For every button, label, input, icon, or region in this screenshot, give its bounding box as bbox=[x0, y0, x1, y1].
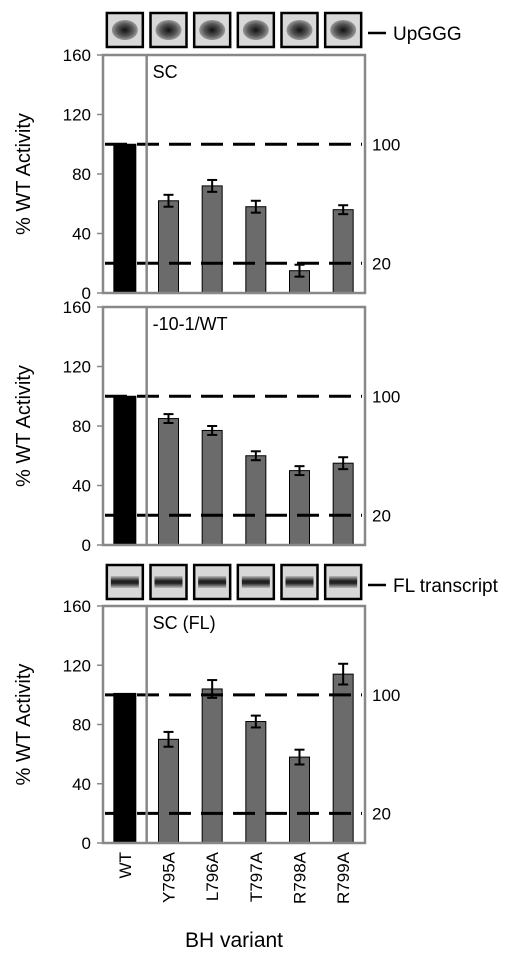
bar bbox=[289, 470, 310, 546]
bar bbox=[201, 688, 223, 844]
reference-line-label: 20 bbox=[372, 804, 391, 823]
x-tick-label: T797A bbox=[247, 851, 266, 902]
bar bbox=[113, 143, 137, 294]
bar bbox=[201, 429, 223, 546]
y-tick-label: 160 bbox=[63, 597, 91, 616]
y-tick-label: 0 bbox=[82, 834, 91, 853]
gel-band bbox=[198, 576, 227, 588]
bar bbox=[201, 185, 223, 294]
reference-line-label: 100 bbox=[372, 387, 400, 406]
x-tick-label: R798A bbox=[291, 851, 310, 904]
plot-frame bbox=[101, 305, 367, 547]
error-bar bbox=[163, 193, 174, 208]
y-tick-label: 120 bbox=[63, 358, 91, 377]
error-bar bbox=[163, 413, 174, 425]
error-bar bbox=[294, 465, 305, 477]
gel-spot bbox=[199, 20, 226, 40]
plot-frame bbox=[101, 53, 367, 295]
reference-line-label: 100 bbox=[372, 686, 400, 705]
gel-band bbox=[110, 576, 139, 588]
y-tick-label: 120 bbox=[63, 656, 91, 675]
gel-spot bbox=[155, 20, 182, 40]
y-tick-label: 0 bbox=[82, 284, 91, 303]
gel-spot bbox=[242, 20, 269, 40]
error-bar bbox=[294, 748, 305, 766]
bar bbox=[158, 738, 179, 844]
bar bbox=[289, 756, 310, 844]
x-tick-label: L796A bbox=[203, 851, 222, 901]
gel-spot bbox=[111, 20, 138, 40]
y-tick-label: 80 bbox=[72, 165, 91, 184]
error-bar bbox=[338, 204, 349, 216]
error-bar bbox=[250, 199, 261, 214]
y-tick-label: 80 bbox=[72, 417, 91, 436]
error-bar bbox=[163, 730, 174, 748]
panel-label: -10-1/WT bbox=[153, 314, 228, 334]
gel-band bbox=[329, 576, 358, 588]
reference-line-label: 100 bbox=[372, 135, 400, 154]
x-tick-label: WT bbox=[116, 852, 135, 878]
gel-band bbox=[285, 576, 314, 588]
gel-label: UpGGG bbox=[393, 24, 462, 45]
y-tick-label: 80 bbox=[72, 716, 91, 735]
bar bbox=[113, 395, 137, 546]
error-bar bbox=[338, 456, 349, 471]
y-axis-label: % WT Activity bbox=[13, 113, 35, 235]
gel-spot bbox=[330, 20, 357, 40]
bar bbox=[113, 692, 137, 844]
bar bbox=[245, 206, 267, 294]
bar bbox=[158, 418, 179, 546]
x-tick-label: Y795A bbox=[160, 851, 179, 903]
error-bar bbox=[250, 714, 261, 729]
bar bbox=[332, 673, 354, 844]
error-bar bbox=[338, 662, 349, 686]
y-axis-label: % WT Activity bbox=[13, 664, 35, 786]
panel-label: SC (FL) bbox=[153, 613, 216, 633]
y-tick-label: 120 bbox=[63, 106, 91, 125]
y-tick-label: 40 bbox=[72, 225, 91, 244]
error-bar bbox=[207, 178, 218, 193]
gel-band bbox=[241, 576, 270, 588]
bar bbox=[245, 721, 267, 844]
y-axis-label: % WT Activity bbox=[13, 365, 35, 487]
y-tick-label: 0 bbox=[82, 536, 91, 555]
y-tick-label: 160 bbox=[63, 46, 91, 65]
error-bar bbox=[250, 450, 261, 462]
y-tick-label: 40 bbox=[72, 775, 91, 794]
bar bbox=[332, 462, 354, 546]
gel-band bbox=[154, 576, 183, 588]
error-bar bbox=[207, 425, 218, 436]
y-tick-label: 160 bbox=[63, 298, 91, 317]
panel-label: SC bbox=[153, 62, 178, 82]
bar bbox=[332, 209, 354, 294]
reference-line-label: 20 bbox=[372, 506, 391, 525]
bar bbox=[158, 200, 179, 294]
y-tick-label: 40 bbox=[72, 477, 91, 496]
gel-spot bbox=[286, 20, 313, 40]
bar bbox=[245, 455, 267, 546]
plot-frame bbox=[101, 604, 367, 845]
gel-label: FL transcript bbox=[393, 576, 499, 597]
x-axis-label: BH variant bbox=[185, 929, 283, 952]
x-tick-label: R799A bbox=[334, 851, 353, 904]
reference-line-label: 20 bbox=[372, 254, 391, 273]
